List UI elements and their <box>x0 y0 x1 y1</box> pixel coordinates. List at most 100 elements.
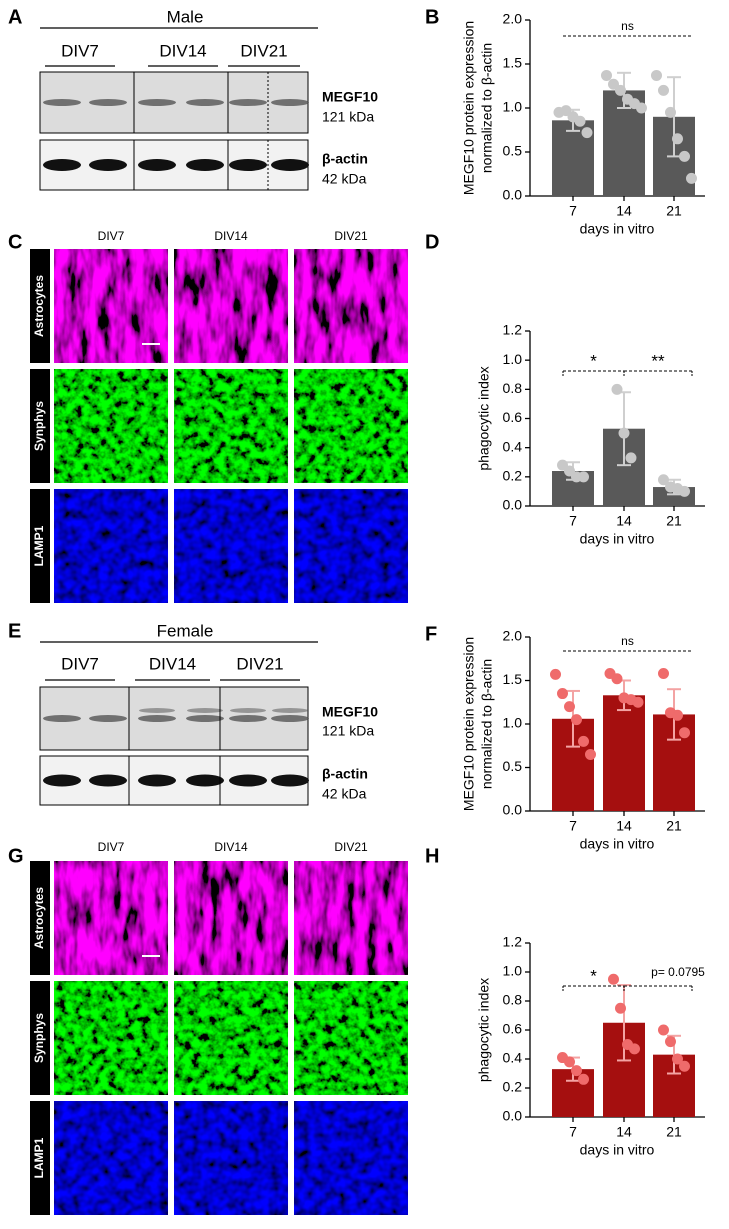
band <box>138 159 176 171</box>
data-point <box>581 127 593 139</box>
data-point <box>578 471 589 483</box>
band <box>186 99 224 106</box>
label: 121 kDa <box>322 109 374 125</box>
data-point <box>571 1065 582 1077</box>
label: DIV7 <box>61 654 99 673</box>
band <box>89 159 127 171</box>
band <box>186 774 224 787</box>
row-label-box <box>30 489 50 603</box>
row-label-box <box>30 1101 50 1215</box>
data-point <box>608 973 619 985</box>
micrograph <box>53 1100 169 1216</box>
micrograph <box>173 488 289 604</box>
band <box>43 159 81 171</box>
panel-letter: H <box>425 845 439 867</box>
data-point <box>672 1053 683 1065</box>
x-tick-label: 21 <box>666 513 682 529</box>
micrograph <box>293 488 409 604</box>
data-point <box>571 714 582 726</box>
y-tick-label: 0.0 <box>503 802 523 818</box>
band <box>230 708 266 713</box>
label: Synphys <box>32 1013 46 1063</box>
y-tick-label: 0.6 <box>503 1021 523 1037</box>
band <box>89 99 127 106</box>
data-point <box>672 709 683 721</box>
y-tick-label: 2.0 <box>503 628 523 644</box>
y-axis-label: MEGF10 protein expression <box>461 637 477 811</box>
band <box>229 99 267 106</box>
label: Synphys <box>32 401 46 451</box>
label: DIV21 <box>334 840 368 854</box>
data-point <box>578 1073 589 1085</box>
data-point <box>629 1043 640 1055</box>
y-axis-label: normalized to β-actin <box>479 43 495 173</box>
band <box>43 774 81 787</box>
y-tick-label: 0.2 <box>503 1079 523 1095</box>
panel-letter: G <box>8 845 24 867</box>
data-point <box>557 688 568 700</box>
y-tick-label: 0.8 <box>503 380 523 396</box>
data-point <box>601 69 612 81</box>
row-label-box <box>30 249 50 363</box>
x-tick-label: 21 <box>666 818 682 834</box>
data-point <box>658 668 669 680</box>
band <box>138 715 176 722</box>
data-point <box>651 69 662 81</box>
y-tick-label: 0.0 <box>503 1108 523 1124</box>
x-axis-label: days in vitro <box>580 1142 655 1158</box>
data-point <box>632 696 644 708</box>
band <box>187 708 223 713</box>
significance-label: ns <box>621 634 634 648</box>
data-point <box>679 150 690 162</box>
label: DIV14 <box>214 229 248 243</box>
data-point <box>585 748 596 760</box>
band <box>43 99 81 106</box>
data-point <box>665 1036 676 1048</box>
bar <box>603 695 645 811</box>
content: A B C D E F G H Male DIV7 DIV14 DIV21 MEGF10 121 kDa β… <box>8 6 705 1216</box>
significance-label: * <box>590 966 597 985</box>
label: DIV14 <box>159 41 206 60</box>
band <box>138 774 176 787</box>
x-tick-label: 7 <box>569 818 577 834</box>
panel-letter: A <box>8 6 22 28</box>
data-point <box>611 673 623 685</box>
y-tick-label: 1.0 <box>503 351 523 367</box>
micrograph <box>173 248 289 364</box>
micrograph <box>173 980 289 1096</box>
data-point <box>615 84 626 96</box>
row-label-box <box>30 981 50 1095</box>
label: MEGF10 <box>322 89 378 105</box>
band <box>229 774 267 787</box>
band <box>89 774 127 787</box>
data-point <box>557 459 568 471</box>
y-tick-label: 1.0 <box>503 963 523 979</box>
label: Astrocytes <box>32 887 46 949</box>
data-point <box>560 105 572 117</box>
x-tick-label: 14 <box>616 203 632 219</box>
panel-letter: E <box>8 620 21 642</box>
label: DIV14 <box>149 654 196 673</box>
micrograph <box>293 368 409 484</box>
data-point <box>679 485 690 497</box>
y-tick-label: 1.2 <box>503 934 523 950</box>
x-tick-label: 7 <box>569 203 577 219</box>
label: MEGF10 <box>322 704 378 720</box>
label: DIV7 <box>98 229 125 243</box>
x-tick-label: 7 <box>569 1124 577 1140</box>
label: Male <box>167 7 204 26</box>
x-axis-label: days in vitro <box>580 836 655 852</box>
label: DIV7 <box>61 41 99 60</box>
data-point <box>658 84 669 96</box>
micrograph <box>53 980 169 1096</box>
data-point <box>578 735 589 747</box>
micrograph <box>173 1100 289 1216</box>
label: 42 kDa <box>322 171 367 187</box>
y-axis-label: normalized to β-actin <box>479 659 495 789</box>
band <box>229 715 267 722</box>
label: DIV21 <box>236 654 283 673</box>
y-tick-label: 1.5 <box>503 55 523 71</box>
band <box>186 159 224 171</box>
data-point <box>636 102 647 114</box>
y-tick-label: 1.0 <box>503 99 523 115</box>
